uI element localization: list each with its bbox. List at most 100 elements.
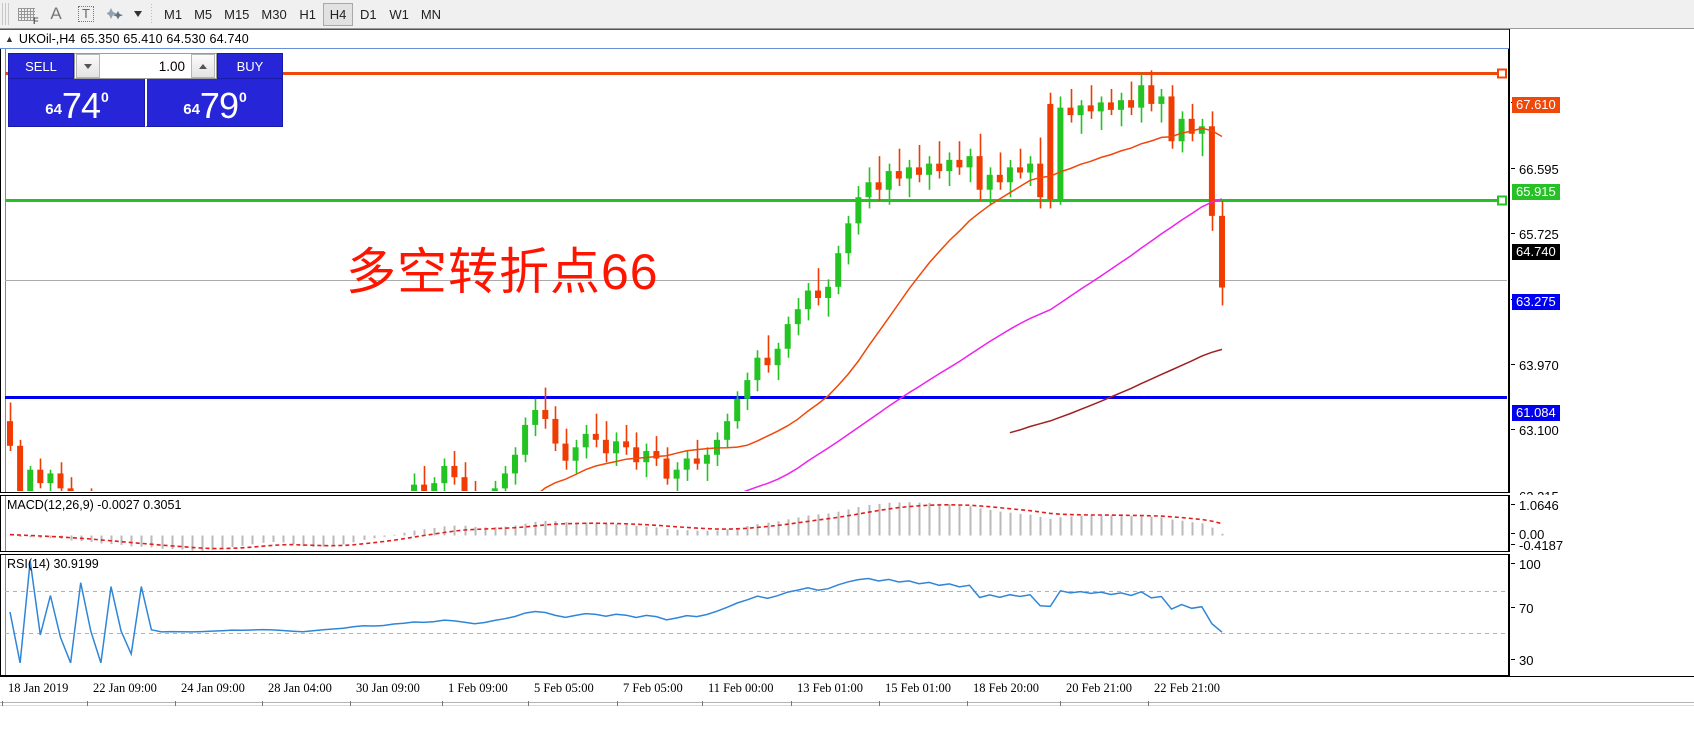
toolbar: F A T M1 M5 M15 M30 H1 H4 D1 W1 MN (0, 0, 1694, 29)
time-tick-3 (262, 701, 263, 706)
candles-group (7, 70, 1225, 491)
time-label-9: 13 Feb 01:00 (797, 681, 863, 695)
rsi-line (9, 560, 1223, 664)
text-label-icon[interactable]: A (41, 2, 71, 27)
time-tick-8 (702, 701, 703, 706)
toolbar-drag-handle[interactable] (2, 3, 11, 25)
quote-header: ▲ UKOil-,H4 65.350 65.410 64.530 64.740 (0, 29, 1509, 49)
macd-histogram (9, 502, 1224, 551)
ma-fast-line (540, 127, 1223, 491)
blue-line-upper-label[interactable]: 63.275 (1512, 294, 1560, 310)
macd-left-rail (1, 496, 6, 551)
rsi-tick-70: 70 (1510, 602, 1533, 616)
support-65915-handle (1497, 195, 1507, 206)
ma-mid-line (743, 198, 1223, 491)
price-tick-63100: 63.100 (1510, 424, 1559, 438)
time-scale[interactable]: 18 Jan 2019 22 Jan 09:00 24 Jan 09:00 28 Ja… (0, 676, 1694, 754)
time-tick-4 (350, 701, 351, 706)
timeframe-m5[interactable]: M5 (194, 6, 213, 22)
price-tick-63970: 63.970 (1510, 359, 1559, 373)
macd-tick-000: 0.00 (1510, 528, 1544, 542)
chart-annotation-text[interactable]: 多空转折点66 (346, 244, 659, 300)
chevron-down-glyph (134, 11, 142, 17)
timeframe-h4[interactable]: H4 (322, 2, 354, 26)
price-tick-66595: 66.595 (1510, 163, 1559, 177)
buy-price-display[interactable]: 64 79 0 (145, 79, 283, 127)
macd-tick-04187: -0.4187 (1510, 539, 1563, 553)
time-label-10: 15 Feb 01:00 (885, 681, 951, 695)
timeframe-m30[interactable]: M30 (261, 6, 287, 22)
rsi-tick-30: 30 (1510, 654, 1533, 668)
main-chart-pane[interactable]: 多空转折点66 (0, 49, 1509, 493)
time-label-12: 20 Feb 21:00 (1066, 681, 1132, 695)
volume-stepper[interactable]: 1.00 (74, 53, 217, 79)
crosshair-f-icon[interactable]: F (11, 2, 41, 27)
buy-button[interactable]: BUY (217, 53, 283, 79)
resistance-line-label[interactable]: 67.610 (1512, 97, 1560, 113)
time-label-8: 11 Feb 00:00 (708, 681, 774, 695)
sell-button[interactable]: SELL (8, 53, 74, 79)
collapse-triangle-icon[interactable]: ▲ (5, 34, 14, 44)
current-price-label[interactable]: 64.740 (1512, 244, 1560, 260)
time-label-5: 1 Feb 09:00 (448, 681, 508, 695)
time-tick-9 (791, 701, 792, 706)
candlestick-canvas (5, 68, 1507, 491)
ohlc-values: 65.350 65.410 64.530 64.740 (80, 32, 249, 46)
time-tick-6 (528, 701, 529, 706)
timeframe-mn[interactable]: MN (420, 6, 442, 22)
price-scale-macd[interactable]: 1.0646 0.00 -0.4187 (1509, 495, 1694, 553)
price-scale-main[interactable]: 67.48066.59565.72564.84063.97063.10062.2… (1509, 29, 1694, 700)
resistance-67610-handle (1497, 68, 1507, 79)
text-box-icon[interactable]: T (71, 2, 101, 27)
timeframe-m15[interactable]: M15 (224, 6, 250, 22)
rsi-pane[interactable]: RSI(14) 30.9199 (0, 554, 1509, 676)
trade-panel-top-row: SELL 1.00 BUY (8, 53, 283, 79)
volume-value[interactable]: 1.00 (158, 58, 185, 74)
sell-price-main: 74 (61, 85, 101, 126)
timeframe-d1[interactable]: D1 (360, 6, 377, 22)
chevron-down-icon[interactable] (131, 2, 145, 27)
time-label-11: 18 Feb 20:00 (973, 681, 1039, 695)
time-label-0: 18 Jan 2019 (8, 681, 69, 695)
time-label-7: 7 Feb 05:00 (623, 681, 683, 695)
text-box-glyph: T (78, 6, 94, 22)
price-scale-rsi[interactable]: 100 70 30 (1509, 554, 1694, 676)
shapes-glyph (106, 7, 123, 19)
volume-increment-button[interactable] (191, 54, 215, 78)
rsi-plot[interactable] (1, 555, 1508, 675)
time-tick-11 (967, 701, 968, 706)
time-label-1: 22 Jan 09:00 (93, 681, 157, 695)
time-scale-bar (0, 702, 1694, 706)
macd-plot[interactable] (1, 496, 1508, 551)
buy-price-main: 79 (199, 85, 239, 126)
pane-left-rail (1, 49, 6, 492)
blue-line-lower-label[interactable]: 61.084 (1512, 405, 1560, 421)
sell-price-display[interactable]: 64 74 0 (8, 79, 145, 127)
rsi-left-rail (1, 555, 6, 675)
caret-down-icon (84, 63, 92, 69)
time-label-6: 5 Feb 05:00 (534, 681, 594, 695)
timeframe-w1[interactable]: W1 (389, 6, 409, 22)
timeframe-m1[interactable]: M1 (164, 6, 183, 22)
time-tick-5 (442, 701, 443, 706)
trade-panel-prices-row: 64 74 0 64 79 0 (8, 79, 283, 127)
shapes-icon[interactable] (101, 2, 131, 27)
text-label-glyph: A (50, 4, 62, 23)
time-tick-12 (1060, 701, 1061, 706)
time-label-3: 28 Jan 04:00 (268, 681, 332, 695)
time-tick-13 (1148, 701, 1149, 706)
green-line-label[interactable]: 65.915 (1512, 184, 1560, 200)
macd-pane[interactable]: MACD(12,26,9) -0.0027 0.3051 (0, 495, 1509, 552)
ma-slow-line (1009, 348, 1223, 434)
time-tick-7 (617, 701, 618, 706)
time-tick-1 (87, 701, 88, 706)
toolbar-separator (151, 3, 152, 25)
volume-decrement-button[interactable] (76, 54, 100, 78)
time-label-13: 22 Feb 21:00 (1154, 681, 1220, 695)
timeframe-h1[interactable]: H1 (299, 6, 317, 22)
macd-canvas (9, 502, 1224, 551)
main-plot[interactable] (1, 49, 1508, 492)
symbol-label: UKOil-,H4 (18, 32, 76, 46)
one-click-trading-panel[interactable]: SELL 1.00 BUY 64 74 0 64 (8, 53, 283, 127)
